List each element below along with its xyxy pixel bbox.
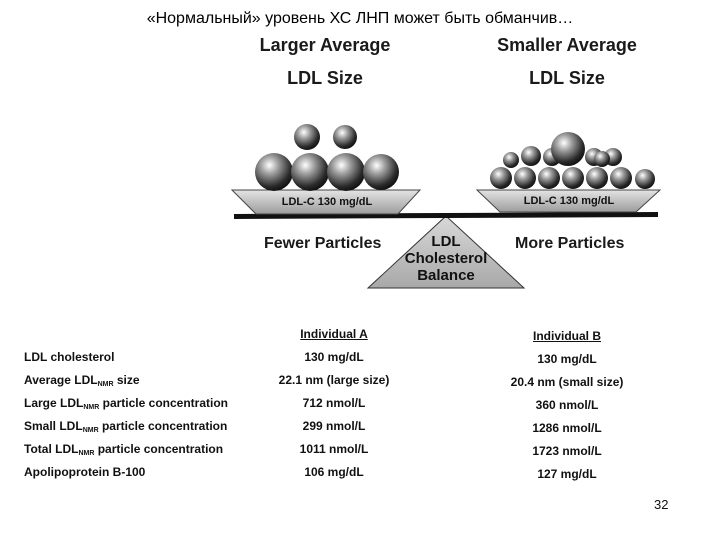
value-a-large-ldl-concentration: 712 nmol/L [302,396,366,410]
large-ldl-particle-icon [291,153,329,191]
row-label-suffix: size [113,373,140,387]
row-label-subscript: NMR [97,381,114,388]
row-label-small-ldl-concentration: Small LDLNMR particle concentration [24,419,227,434]
left-particles [255,124,399,191]
row-label-ldl-cholesterol: LDL cholesterol [24,350,114,365]
small-ldl-particle-icon [594,151,610,167]
row-label-average-ldl-size: Average LDLNMR size [24,373,140,388]
row-label-text: Large LDL [24,396,84,410]
value-a-total-ldl-concentration: 1011 nmol/L [299,442,369,456]
column-header-individual-a: Individual A [300,327,368,341]
large-ldl-particle-icon [294,124,320,150]
value-a-apolipoprotein-b: 106 mg/dL [304,465,364,479]
fewer-particles-label: Fewer Particles [264,235,382,252]
small-ldl-particle-icon [635,169,655,189]
left-tray [230,189,422,215]
value-b-total-ldl-concentration: 1723 nmol/L [532,444,602,458]
row-label-text: Average LDL [24,373,98,387]
small-ldl-particle-icon [551,132,585,166]
small-ldl-particle-icon [562,167,584,189]
value-b-small-ldl-concentration: 1286 nmol/L [532,421,602,435]
fulcrum-label-line1: LDL [431,233,461,250]
slide-title: «Нормальный» уровень ХС ЛНП может быть о… [146,10,574,27]
value-b-ldl-cholesterol: 130 mg/dL [537,352,597,366]
right-tray-label: LDL-C 130 mg/dL [523,195,615,207]
row-label-large-ldl-concentration: Large LDLNMR particle concentration [24,396,228,411]
left-heading: Larger Average LDL Size [230,29,420,95]
left-heading-line2: LDL Size [287,68,363,88]
left-heading-line1: Larger Average [259,35,391,55]
value-b-large-ldl-concentration: 360 nmol/L [535,398,599,412]
right-heading-line2: LDL Size [529,68,605,88]
row-label-text: Apolipoprotein B-100 [24,465,146,479]
row-label-text: Total LDL [24,442,79,456]
slide-number: 32 [654,497,669,512]
row-label-suffix: particle concentration [94,442,224,456]
row-label-subscript: NMR [82,427,99,434]
fulcrum-label-line3: Balance [417,267,475,284]
small-ldl-particle-icon [521,146,541,166]
large-ldl-particle-icon [327,153,365,191]
small-ldl-particle-icon [514,167,536,189]
row-label-subscript: NMR [78,450,95,457]
row-label-total-ldl-concentration: Total LDLNMR particle concentration [24,442,223,457]
value-a-ldl-cholesterol: 130 mg/dL [304,350,364,364]
right-tray [475,189,662,213]
fulcrum-label: LDL Cholesterol Balance [386,233,506,284]
column-header-individual-b: Individual B [532,329,601,343]
row-label-suffix: particle concentration [98,419,228,433]
fulcrum-triangle [366,215,526,289]
left-tray-label: LDL-C 130 mg/dL [281,196,373,208]
value-b-average-ldl-size: 20.4 nm (small size) [510,375,624,389]
more-particles-label: More Particles [515,235,625,252]
row-label-text: LDL cholesterol [24,350,115,364]
large-ldl-particle-icon [333,125,357,149]
right-particles [490,132,655,189]
large-ldl-particle-icon [363,154,399,190]
row-label-suffix: particle concentration [99,396,228,410]
right-heading: Smaller Average LDL Size [472,29,662,95]
balance-diagram [230,124,662,289]
row-label-apolipoprotein-b: Apolipoprotein B-100 [24,465,145,480]
row-label-subscript: NMR [83,404,100,411]
value-b-apolipoprotein-b: 127 mg/dL [537,467,597,481]
fulcrum-label-line2: Cholesterol [404,250,488,267]
small-ldl-particle-icon [586,167,608,189]
value-a-small-ldl-concentration: 299 nmol/L [302,419,366,433]
right-heading-line1: Smaller Average [497,35,637,55]
small-ldl-particle-icon [610,167,632,189]
large-ldl-particle-icon [255,153,293,191]
small-ldl-particle-icon [503,152,519,168]
small-ldl-particle-icon [490,167,512,189]
value-a-average-ldl-size: 22.1 nm (large size) [278,373,390,387]
row-label-text: Small LDL [24,419,83,433]
small-ldl-particle-icon [538,167,560,189]
